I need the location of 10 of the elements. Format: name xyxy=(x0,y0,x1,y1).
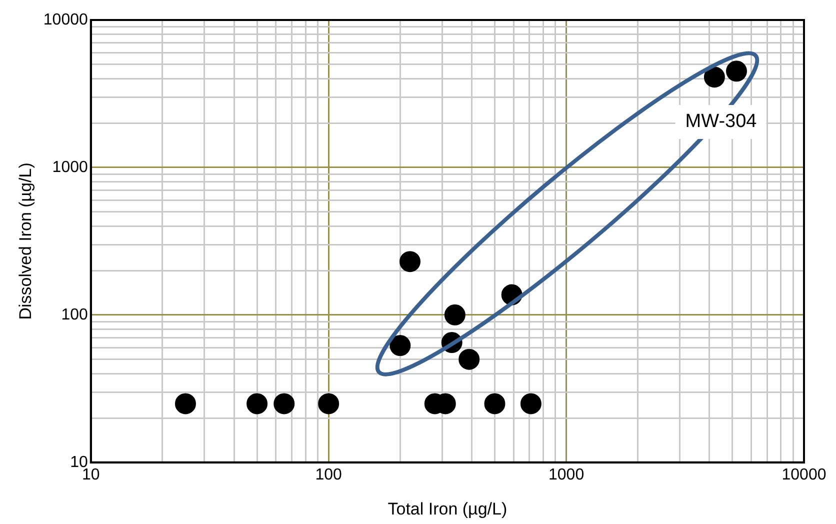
x-tick-label: 10 xyxy=(82,466,100,484)
y-axis-title: Dissolved Iron (µg/L) xyxy=(16,162,35,320)
y-tick-label: 100 xyxy=(61,306,88,324)
x-axis-title: Total Iron (µg/L) xyxy=(388,499,508,518)
annotation: MW-304 xyxy=(675,105,767,139)
y-tick-label: 1000 xyxy=(52,158,88,176)
x-tick-label: 1000 xyxy=(548,466,584,484)
y-tick-label: 10000 xyxy=(43,11,88,28)
x-tick-label: 100 xyxy=(315,466,342,484)
x-tick-label: 10000 xyxy=(782,466,826,484)
